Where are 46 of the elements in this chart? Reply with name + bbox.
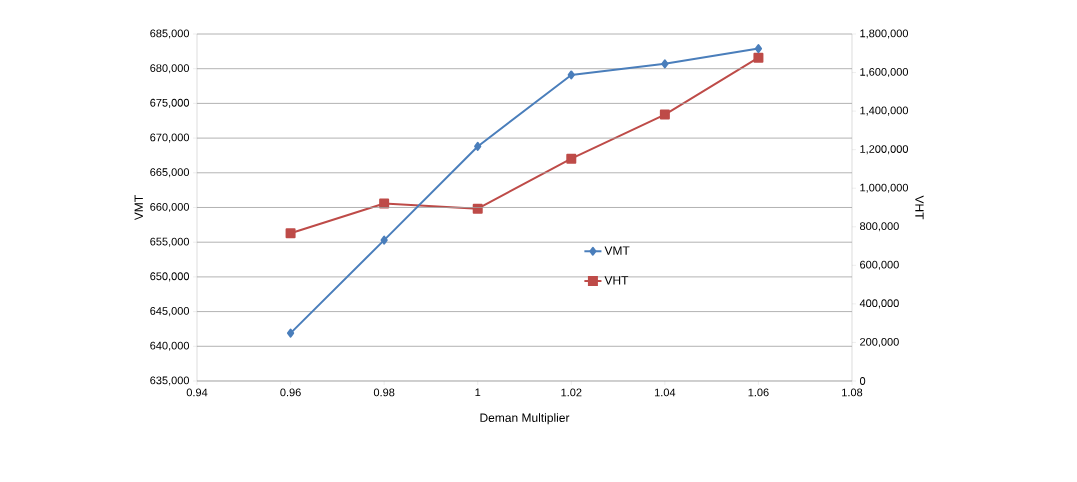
point	[472, 203, 483, 214]
x-tick-label: 1.02	[561, 388, 582, 397]
legend-label: VHT	[604, 276, 629, 285]
y2-tick-label: 1,200,000	[860, 145, 909, 155]
x-tick-label: 1	[475, 388, 481, 397]
y2-tick-label: 400,000	[859, 299, 899, 309]
y-tick-label: 640,000	[150, 341, 190, 351]
y-tick-label: 680,000	[150, 64, 190, 74]
point	[285, 228, 296, 239]
y2-axis-title: VHT	[915, 195, 924, 220]
point	[286, 328, 295, 338]
y-tick-label: 645,000	[150, 307, 190, 317]
point	[661, 59, 669, 69]
point	[659, 109, 670, 120]
point	[567, 70, 575, 80]
point	[379, 198, 390, 209]
y-axis-title: VMT	[134, 195, 143, 221]
y-tick-label: 665,000	[150, 168, 190, 178]
y-tick-label: 635,000	[150, 376, 190, 386]
x-tick-label: 1.06	[748, 388, 769, 397]
y-tick-label: 685,000	[150, 29, 190, 39]
y2-tick-label: 1,400,000	[860, 106, 909, 116]
y2-tick-label: 600,000	[860, 260, 899, 270]
y2-tick-label: 1,600,000	[860, 68, 909, 78]
y-tick-label: 650,000	[150, 272, 190, 282]
y-tick-label: 670,000	[150, 133, 190, 143]
x-tick-label: 1.04	[654, 388, 676, 397]
y2-tick-label: 1,000,000	[860, 183, 909, 193]
y2-tick-label: 200,000	[860, 337, 899, 347]
point	[753, 52, 764, 63]
point	[380, 235, 388, 245]
point	[566, 153, 577, 164]
y-tick-label: 660,000	[150, 202, 190, 213]
x-tick-label: 0.94	[186, 388, 208, 397]
legend-label: VMT	[604, 246, 630, 255]
y2-tick-label: 0	[859, 377, 866, 385]
x-axis-title: Deman Multiplier	[480, 413, 570, 425]
point	[474, 141, 482, 151]
y2-tick-label: 1,800,000	[860, 29, 909, 39]
y-tick-label: 655,000	[150, 237, 190, 247]
y-tick-label: 675,000	[150, 98, 190, 108]
y2-tick-label: 800,000	[860, 222, 899, 232]
x-tick-label: 1.08	[842, 388, 863, 397]
x-tick-label: 0.96	[280, 388, 301, 397]
x-tick-label: 0.98	[373, 388, 395, 397]
point	[754, 44, 763, 54]
